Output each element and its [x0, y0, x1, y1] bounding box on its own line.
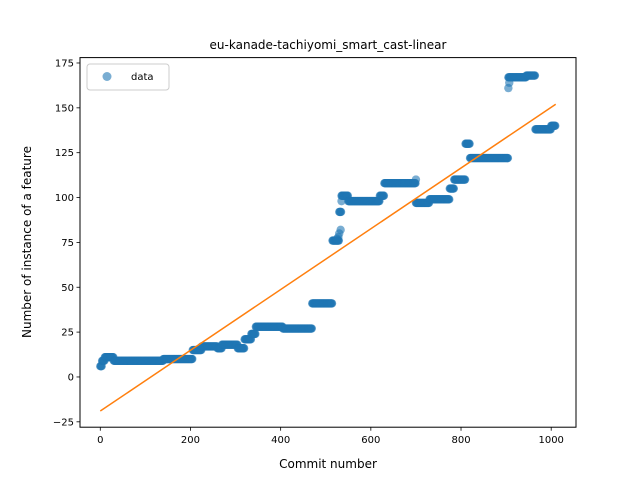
y-axis-label: Number of instance of a feature — [20, 146, 34, 338]
legend-label-data: data — [131, 72, 154, 83]
y-tick-label: 175 — [55, 58, 74, 69]
data-point — [239, 344, 249, 353]
x-tick-label: 0 — [97, 435, 103, 446]
data-point — [530, 71, 540, 80]
x-axis: 0 200 400 600 800 1000 — [97, 427, 564, 446]
data-point — [336, 207, 346, 217]
data-point — [449, 184, 458, 193]
y-tick-label: 150 — [55, 103, 74, 114]
x-axis-label: Commit number — [279, 457, 377, 471]
y-tick-label: 25 — [61, 328, 74, 339]
y-tick-label: −25 — [53, 417, 74, 428]
y-tick-label: 100 — [55, 193, 74, 204]
fit-line-group — [99, 103, 557, 412]
data-point — [551, 121, 560, 130]
data-point — [251, 329, 260, 339]
data-point — [460, 175, 470, 184]
data-point — [334, 232, 343, 242]
data-point — [337, 196, 346, 206]
data-point — [465, 139, 474, 148]
y-tick-label: 50 — [61, 283, 74, 294]
y-axis: −25 0 25 50 75 100 125 150 175 — [53, 58, 80, 428]
data-point — [503, 153, 513, 163]
legend-marker-data — [102, 72, 112, 81]
chart-title: eu-kanade-tachiyomi_smart_cast-linear — [210, 38, 447, 52]
x-tick-label: 400 — [271, 435, 290, 446]
plot-frame — [79, 57, 577, 428]
data-point — [505, 78, 514, 87]
x-tick-label: 600 — [361, 435, 380, 446]
fit-line — [99, 103, 557, 412]
x-tick-label: 200 — [181, 435, 200, 446]
data-point — [379, 191, 389, 200]
legend-box — [86, 63, 170, 91]
legend: data — [86, 63, 170, 91]
data-point — [327, 299, 337, 308]
y-tick-label: 75 — [61, 238, 74, 249]
y-tick-label: 125 — [55, 148, 74, 159]
data-point — [445, 195, 454, 204]
x-tick-label: 800 — [451, 435, 470, 446]
y-tick-label: 0 — [68, 372, 74, 383]
data-point — [307, 324, 316, 333]
scatter-points — [96, 71, 560, 371]
data-point — [336, 225, 345, 235]
data-point — [411, 175, 421, 184]
data-point — [188, 354, 197, 364]
x-tick-label: 1000 — [538, 435, 563, 446]
